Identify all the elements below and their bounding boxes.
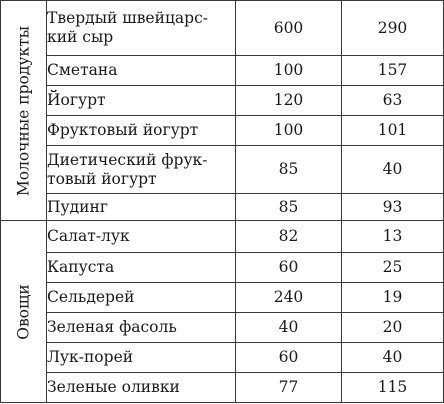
table-row: Зеленые оливки 77 115 (1, 372, 444, 403)
product-name-line: Диетический фрук- (47, 150, 208, 169)
value-b-cell: 290 (341, 0, 444, 56)
product-name-cell: Сельдерей (46, 282, 236, 313)
value-a-cell: 85 (235, 145, 342, 194)
product-name-cell: Капуста (46, 252, 236, 283)
value-b-cell: 101 (341, 115, 444, 146)
table-row: Сметана 100 157 (1, 55, 444, 86)
product-name-line: кий сыр (47, 28, 114, 46)
value-b-cell: 19 (341, 282, 444, 313)
group-label-cell-vegetables: Овощи (0, 220, 47, 403)
value-b-cell: 13 (341, 220, 444, 253)
table-row: Капуста 60 25 (1, 252, 444, 283)
value-b-cell: 40 (341, 342, 444, 373)
product-name-cell: Диетический фрук- товый йогурт (46, 145, 236, 194)
table-row: Лук-порей 60 40 (1, 342, 444, 373)
product-name-cell: Пудинг (46, 193, 236, 221)
product-name-line: Твердый швейцарс- (47, 9, 208, 27)
value-a-cell: 60 (235, 252, 342, 283)
product-name-cell: Зеленые оливки (46, 372, 236, 403)
product-name-cell: Лук-порей (46, 342, 236, 373)
group-label: Молочные продукты (14, 25, 32, 196)
group-label-cell-dairy: Молочные продукты (0, 0, 47, 221)
value-b-cell: 25 (341, 252, 444, 283)
value-a-cell: 100 (235, 55, 342, 86)
table-row: Йогурт 120 63 (1, 85, 444, 116)
table-row: Зеленая фасоль 40 20 (1, 312, 444, 343)
value-b-cell: 40 (341, 145, 444, 194)
value-a-cell: 82 (235, 220, 342, 253)
table-row: Сельдерей 240 19 (1, 282, 444, 313)
product-name-cell: Твердый швейцарс- кий сыр (46, 0, 236, 56)
product-name-cell: Сметана (46, 55, 236, 86)
value-a-cell: 85 (235, 193, 342, 221)
product-name-cell: Салат-лук (46, 220, 236, 253)
value-b-cell: 93 (341, 193, 444, 221)
value-a-cell: 100 (235, 115, 342, 146)
value-b-cell: 63 (341, 85, 444, 116)
product-name-cell: Фруктовый йогурт (46, 115, 236, 146)
value-a-cell: 40 (235, 312, 342, 343)
group-label: Овощи (14, 283, 32, 340)
product-name-cell: Йогурт (46, 85, 236, 116)
table-row: Овощи Салат-лук 82 13 (0, 220, 444, 403)
value-a-cell: 60 (235, 342, 342, 373)
value-b-cell: 20 (341, 312, 444, 343)
value-a-cell: 120 (235, 85, 342, 116)
table-row: Пудинг 85 93 (1, 193, 444, 221)
table-row: Фруктовый йогурт 100 101 (1, 115, 444, 146)
value-a-cell: 600 (235, 0, 342, 56)
value-a-cell: 240 (235, 282, 342, 313)
product-name-line: товый йогурт (47, 169, 157, 188)
value-b-cell: 157 (341, 55, 444, 86)
product-name-cell: Зеленая фасоль (46, 312, 236, 343)
table-row: Диетический фрук- товый йогурт 85 40 (1, 145, 444, 194)
table-row: Молочные продукты Твердый швейцарс- кий … (0, 0, 444, 221)
value-b-cell: 115 (341, 372, 444, 403)
value-a-cell: 77 (235, 372, 342, 403)
